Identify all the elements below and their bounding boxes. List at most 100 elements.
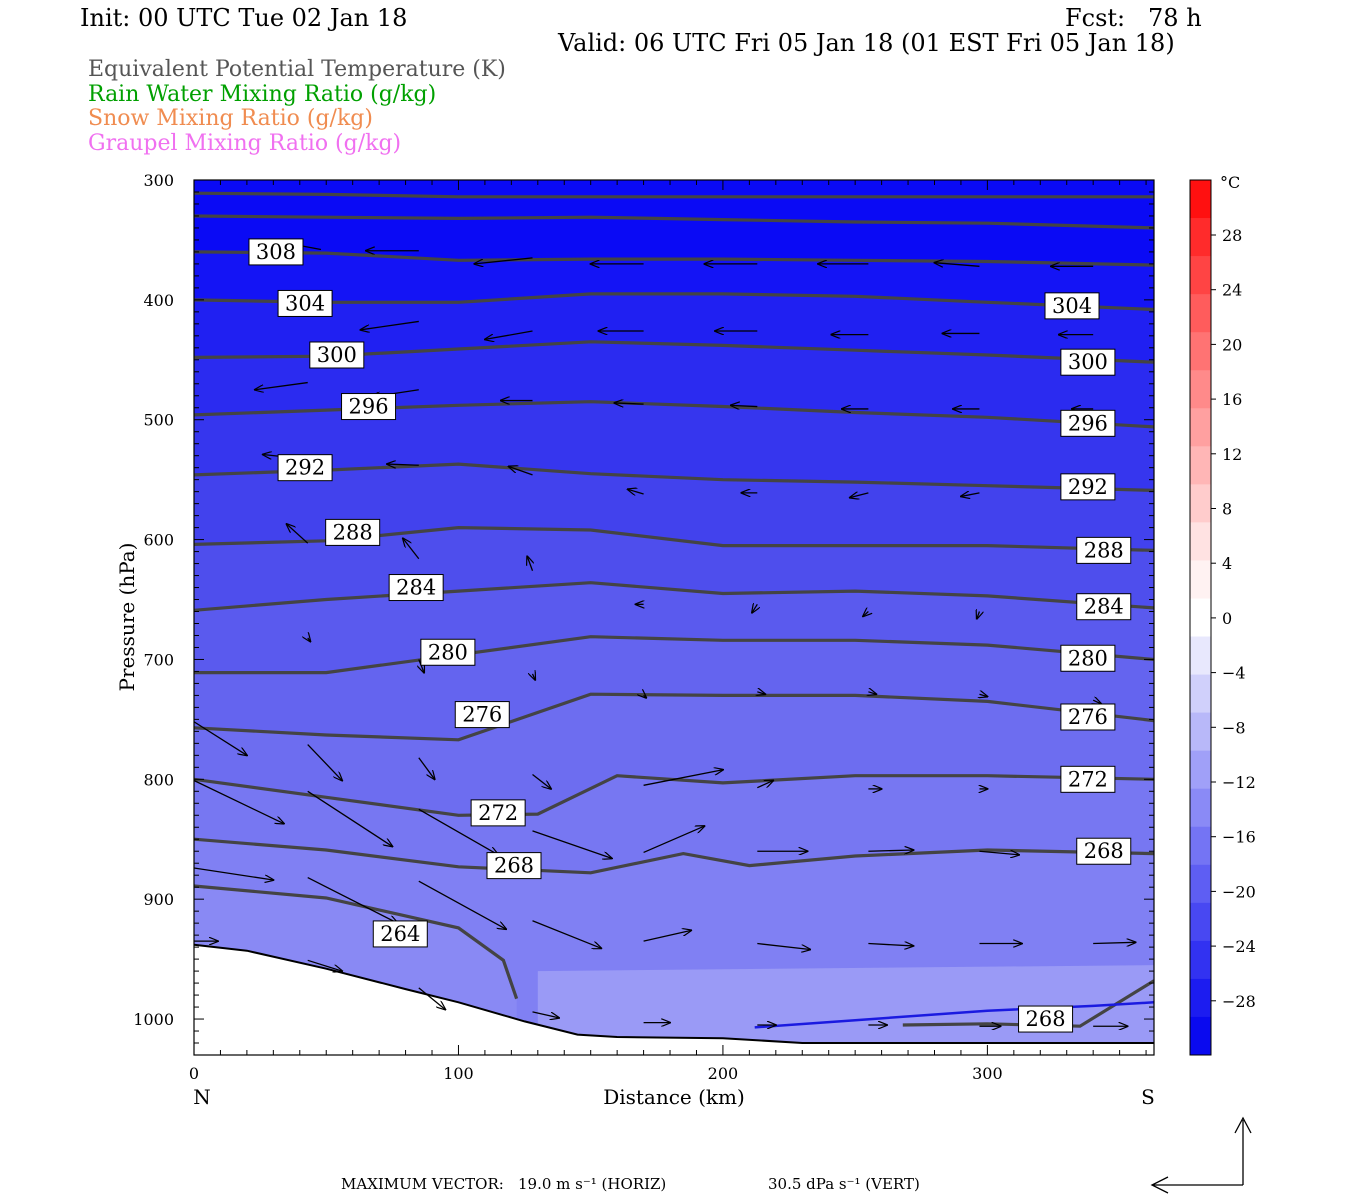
contour-label: 284 xyxy=(396,576,436,600)
colorbar-label: −8 xyxy=(1222,718,1246,737)
y-tick-label: 800 xyxy=(143,770,174,789)
contour-label-box xyxy=(1060,348,1116,376)
wind-vector xyxy=(418,757,435,780)
contour-label: 296 xyxy=(1068,411,1108,435)
terrain-line xyxy=(194,943,1154,1044)
wind-vector xyxy=(1093,942,1135,943)
theta-e-contour xyxy=(194,692,1154,742)
contour-label-box xyxy=(277,454,333,482)
colorbar-segment xyxy=(1190,294,1211,333)
contour-label-box xyxy=(372,920,428,948)
colorbar-label: −12 xyxy=(1222,773,1256,792)
mixing-ratio-contour xyxy=(754,1001,1154,1029)
contour-label-box xyxy=(1060,765,1116,793)
wind-vector xyxy=(644,695,647,697)
wind-vector xyxy=(863,612,868,617)
contour-label: 268 xyxy=(494,854,534,878)
contour-label: 296 xyxy=(348,395,388,419)
y-axis-title: Pressure (hPa) xyxy=(115,543,139,692)
colorbar-label: −24 xyxy=(1222,937,1256,956)
contour-label: 292 xyxy=(1068,475,1108,499)
contour-label-box xyxy=(1076,536,1132,564)
wind-vector xyxy=(307,877,398,924)
wind-vector xyxy=(643,770,723,786)
contour-label-box xyxy=(1018,1005,1074,1033)
colorbar-unit: °C xyxy=(1220,173,1240,192)
max-vector-label: MAXIMUM VECTOR: xyxy=(341,1175,504,1193)
contour-label: 280 xyxy=(1068,646,1108,670)
x-tick-label: 100 xyxy=(443,1064,474,1083)
y-tick-label: 300 xyxy=(143,171,174,190)
wind-vector xyxy=(979,694,987,696)
wind-vector xyxy=(532,774,552,789)
wind-vector xyxy=(850,493,869,498)
init-time: Init: 00 UTC Tue 02 Jan 18 xyxy=(80,4,408,32)
fill-band-low xyxy=(537,965,1154,1055)
contour-label: 292 xyxy=(285,456,325,480)
colorbar-segment xyxy=(1190,370,1211,409)
legend-snow: Snow Mixing Ratio (g/kg) xyxy=(88,106,373,131)
contour-label-box xyxy=(248,238,304,266)
x-end-label-right: S xyxy=(1141,1085,1155,1109)
theta-e-contour xyxy=(194,837,1154,875)
theta-e-contour xyxy=(194,250,1154,267)
colorbar-segment xyxy=(1190,218,1211,257)
wind-vector xyxy=(403,538,420,560)
wind-vector xyxy=(419,659,424,672)
contour-label: 268 xyxy=(1084,839,1124,863)
contour-label: 264 xyxy=(380,922,420,946)
colorbar-segment xyxy=(1190,484,1211,523)
theta-e-contour xyxy=(194,462,1154,492)
wind-vector xyxy=(509,466,533,476)
x-axis-title: Distance (km) xyxy=(603,1085,745,1109)
theta-e-contour xyxy=(194,774,1154,817)
x-tick-label: 200 xyxy=(708,1064,739,1083)
colorbar-segment xyxy=(1190,408,1211,447)
colorbar-segment xyxy=(1190,522,1211,561)
colorbar-label: 20 xyxy=(1222,335,1242,354)
y-tick-label: 900 xyxy=(143,890,174,909)
y-tick-label: 700 xyxy=(143,650,174,669)
colorbar-segment xyxy=(1190,256,1211,295)
wind-vector xyxy=(752,604,757,612)
colorbar-segment xyxy=(1190,560,1211,599)
wind-vector xyxy=(628,489,644,494)
valid-time: Valid: 06 UTC Fri 05 Jan 18 (01 EST Fri … xyxy=(558,29,1175,57)
y-tick-label: 400 xyxy=(143,291,174,310)
x-end-label-left: N xyxy=(193,1085,211,1109)
wind-vector xyxy=(757,781,773,789)
legend-graupel: Graupel Mixing Ratio (g/kg) xyxy=(88,131,402,156)
wind-vector xyxy=(418,987,445,1010)
wind-vector xyxy=(731,405,758,406)
contour-label: 304 xyxy=(1052,294,1092,318)
wind-vector xyxy=(485,330,533,339)
wind-vector xyxy=(868,692,876,694)
wind-vector xyxy=(307,744,342,781)
colorbar-segment xyxy=(1190,864,1211,904)
contour-label-box xyxy=(1076,593,1132,621)
contour-label: 304 xyxy=(285,291,325,315)
wind-vector xyxy=(961,493,980,497)
terrain-layer xyxy=(194,943,1154,1055)
wind-vector xyxy=(757,692,765,694)
colorbar-label: −28 xyxy=(1222,992,1256,1011)
wind-vector xyxy=(533,674,536,680)
wind-vector xyxy=(1093,700,1101,704)
theta-e-contour xyxy=(194,635,1154,675)
contour-label-box xyxy=(470,799,526,827)
contour-label-box xyxy=(325,518,381,546)
colorbar-label: 8 xyxy=(1222,500,1232,519)
colorbar-segment xyxy=(1190,788,1211,828)
colorbar-label: 4 xyxy=(1222,554,1232,573)
colorbar-segment xyxy=(1190,978,1211,1018)
contour-label-box xyxy=(486,852,542,880)
contour-label-box xyxy=(1060,703,1116,731)
y-tick-label: 500 xyxy=(143,411,174,430)
wind-vector xyxy=(418,880,506,929)
theta-e-contour xyxy=(194,884,519,1000)
colorbar-segment xyxy=(1190,598,1211,638)
wind-vectors xyxy=(194,241,1135,1026)
theta-e-contour xyxy=(194,581,1154,612)
forecast-hour: Fcst: 78 h xyxy=(1065,4,1202,32)
wind-vector xyxy=(527,556,532,571)
